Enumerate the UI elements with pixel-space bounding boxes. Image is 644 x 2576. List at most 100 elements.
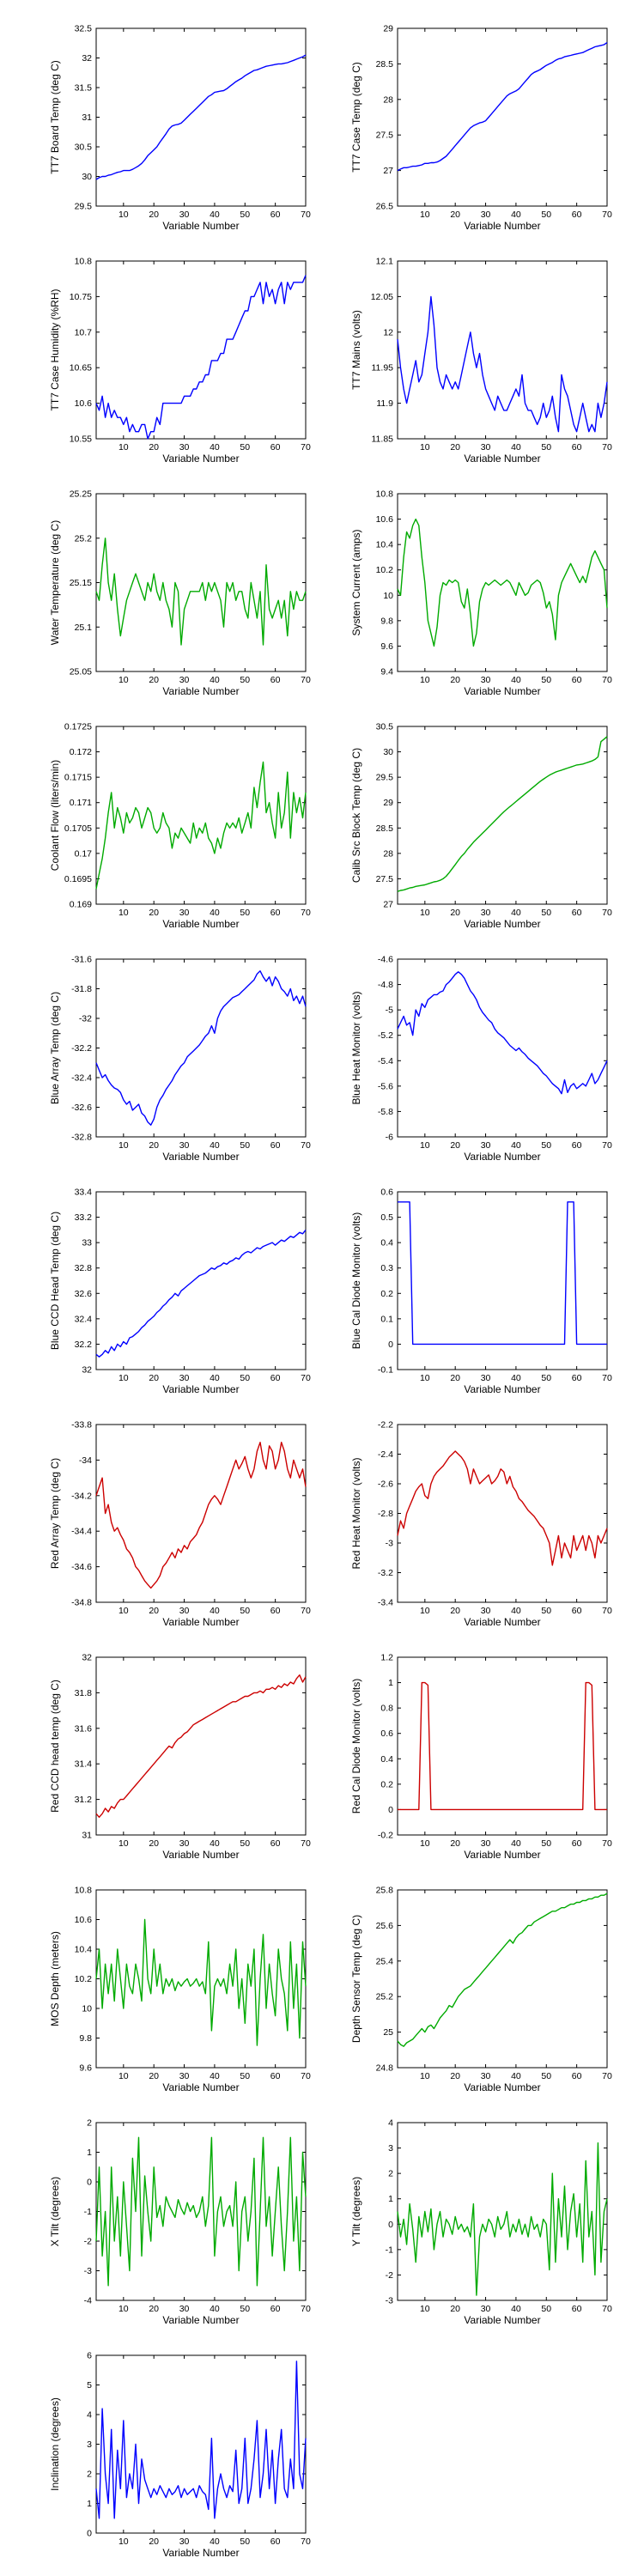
x-tick-label: 30 [481, 1606, 491, 1616]
x-axis-label: Variable Number [162, 1616, 239, 1628]
y-tick-label: 25.2 [376, 1992, 394, 2002]
y-tick-label: 6 [87, 2351, 92, 2361]
series-line [95, 54, 307, 180]
y-tick-label: 29 [383, 24, 393, 34]
y-tick-label: 32 [82, 53, 92, 64]
y-tick-label: 0.2 [380, 1289, 393, 1299]
x-tick-label: 30 [179, 2071, 190, 2081]
y-tick-label: 30.5 [376, 722, 394, 732]
y-tick-label: 0 [388, 1805, 393, 1815]
plot-frame [95, 2354, 307, 2534]
y-tick-label: 0.1695 [64, 874, 92, 884]
x-axis-label: Variable Number [162, 453, 239, 465]
x-tick-label: 10 [118, 1838, 129, 1849]
x-tick-label: 60 [270, 2537, 281, 2547]
x-axis-label: Variable Number [162, 1151, 239, 1163]
x-tick-label: 40 [511, 2304, 521, 2314]
x-tick-label: 70 [301, 2304, 311, 2314]
x-tick-label: 50 [240, 1373, 250, 1383]
series-line [397, 1893, 608, 2047]
y-tick-label: 30 [82, 172, 92, 182]
y-tick-label: 25 [383, 2027, 393, 2038]
x-tick-label: 20 [450, 908, 460, 918]
x-tick-label: 70 [602, 675, 612, 685]
series-line [95, 1229, 307, 1358]
plot-frame [95, 1191, 307, 1370]
y-axis-label: System Current (amps) [350, 529, 362, 635]
y-tick-label: -3 [386, 2296, 393, 2306]
y-tick-label: -5.4 [378, 1056, 393, 1066]
y-tick-label: 1 [388, 1678, 393, 1688]
y-tick-label: 0.1725 [64, 722, 92, 732]
series-line [95, 1674, 307, 1819]
y-tick-label: 31.5 [75, 83, 93, 94]
chart-panel-19: -4 -3 -2 -1 0 1 2 10 20 30 40 50 60 70 Variable Number… [49, 2118, 311, 2327]
y-axis-label: Inclination (degrees) [49, 2397, 61, 2491]
y-tick-label: 2 [87, 2118, 92, 2129]
x-tick-label: 50 [541, 908, 551, 918]
chart-panel-20: -3 -2 -1 0 1 2 3 4 10 20 30 40 50 60 70 Variable Number… [350, 2118, 612, 2327]
y-tick-label: 25.2 [75, 533, 93, 544]
x-tick-label: 10 [420, 2304, 430, 2314]
x-tick-label: 70 [301, 210, 311, 220]
y-axis-label: TT7 Case Humidity (%RH) [49, 289, 61, 410]
x-tick-label: 50 [240, 1140, 250, 1151]
x-tick-label: 10 [118, 442, 129, 453]
y-tick-label: 2 [388, 2169, 393, 2179]
y-tick-label: 1 [388, 2194, 393, 2204]
series-line [397, 42, 608, 172]
x-tick-label: 60 [270, 210, 281, 220]
x-tick-label: 70 [602, 1838, 612, 1849]
y-tick-label: 12.05 [371, 292, 393, 302]
x-tick-label: 20 [149, 675, 159, 685]
x-tick-label: 30 [481, 2071, 491, 2081]
y-axis-label: Blue CCD Head Temp (deg C) [49, 1212, 61, 1350]
x-tick-label: 60 [572, 1373, 582, 1383]
chart-panel-13: -34.8 -34.6 -34.4 -34.2 -34 -33.8 10 20 30 40 50 60… [49, 1420, 311, 1629]
x-axis-label: Variable Number [162, 220, 239, 232]
x-tick-label: 50 [240, 442, 250, 453]
x-tick-label: 10 [118, 1140, 129, 1151]
y-tick-label: -3.2 [378, 1568, 393, 1578]
y-tick-label: 31.2 [75, 1795, 93, 1805]
y-tick-label: 2 [87, 2470, 92, 2480]
y-tick-label: 31 [82, 1831, 92, 1841]
y-tick-label: 10.2 [376, 565, 394, 575]
y-axis-label: Coolant Flow (liters/min) [49, 760, 61, 871]
y-tick-label: -3.4 [378, 1598, 393, 1608]
x-tick-label: 50 [240, 908, 250, 918]
x-tick-label: 60 [572, 1606, 582, 1616]
x-tick-label: 30 [179, 2304, 190, 2314]
x-tick-label: 30 [481, 442, 491, 453]
y-tick-label: 9.6 [380, 641, 393, 652]
x-tick-label: 20 [149, 442, 159, 453]
x-tick-label: 10 [118, 2537, 129, 2547]
x-tick-label: 60 [270, 1838, 281, 1849]
x-tick-label: 50 [240, 210, 250, 220]
y-tick-label: -34.8 [71, 1598, 92, 1608]
x-tick-label: 50 [541, 1140, 551, 1151]
y-tick-label: -6 [386, 1133, 393, 1143]
plot-frame [397, 726, 608, 905]
y-tick-label: 25.25 [70, 489, 92, 500]
x-tick-label: 50 [240, 2071, 250, 2081]
y-tick-label: -32 [79, 1014, 92, 1024]
x-tick-label: 10 [118, 1606, 129, 1616]
y-tick-label: -31.8 [71, 984, 92, 994]
x-tick-label: 30 [481, 2304, 491, 2314]
chart-panel-18: 24.8 25 25.2 25.4 25.6 25.8 10 20 30 40 50 60 70 Vari… [350, 1886, 612, 2094]
y-tick-label: 0 [87, 2529, 92, 2539]
y-tick-label: 27 [383, 166, 393, 176]
y-tick-label: -2.6 [378, 1479, 393, 1490]
chart-panel-12: -0.1 0 0.1 0.2 0.3 0.4 0.5 0.6 10 20 30 40 50 60 70 Var… [350, 1188, 612, 1396]
y-tick-label: 31.4 [75, 1759, 93, 1770]
x-tick-label: 70 [602, 2304, 612, 2314]
y-tick-label: -1 [386, 2245, 393, 2255]
y-tick-label: -0.2 [378, 1831, 393, 1841]
series-line [95, 970, 307, 1126]
series-line [95, 761, 307, 890]
x-tick-label: 10 [420, 1140, 430, 1151]
chart-panel-15: 31 31.2 31.4 31.6 31.8 32 10 20 30 40 50 60 70 Variab… [49, 1653, 311, 1862]
y-tick-label: 9.8 [79, 2033, 92, 2044]
x-tick-label: 10 [118, 908, 129, 918]
